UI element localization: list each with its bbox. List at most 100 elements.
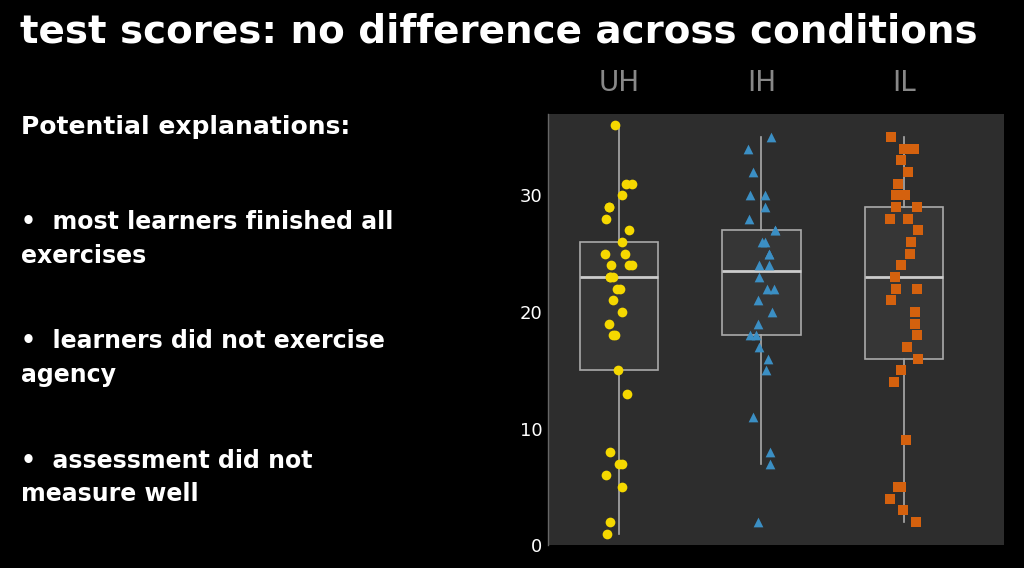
Point [761,249,777,258]
Point [890,179,906,188]
Point [617,179,634,188]
Point [760,354,776,363]
Point [744,412,761,421]
Point [750,319,766,328]
Text: •  learners did not exercise
agency: • learners did not exercise agency [22,329,385,387]
Point [890,482,906,491]
Point [762,448,778,457]
Point [749,331,765,340]
Point [882,214,898,223]
Point [905,144,922,153]
Point [605,273,622,282]
Point [906,307,923,316]
Text: •  most learners finished all
exercises: • most learners finished all exercises [22,210,393,268]
Point [750,296,766,305]
Point [602,273,618,282]
Point [907,517,924,527]
Point [883,132,899,141]
Point [902,237,919,247]
Point [613,237,630,247]
Point [611,284,628,293]
Point [613,191,630,200]
Point [601,202,617,211]
Point [762,459,778,468]
Point [598,529,614,538]
Point [614,482,631,491]
Point [751,273,767,282]
Point [616,249,633,258]
Point [757,237,773,247]
Point [766,225,782,235]
Point [893,261,909,270]
Point [906,319,923,328]
Point [761,261,777,270]
Point [887,273,903,282]
Point [888,191,904,200]
Point [882,494,898,503]
Point [895,506,911,515]
Point [757,202,773,211]
Point [614,307,631,316]
Point [602,448,618,457]
Point [601,202,617,211]
Point [893,366,909,375]
Point [908,202,925,211]
Point [892,482,908,491]
Point [611,459,628,468]
Text: IH: IH [746,69,776,97]
Point [899,168,915,177]
Point [763,132,779,141]
Point [625,261,641,270]
Point [745,168,762,177]
Point [883,296,899,305]
Point [607,121,624,130]
Point [759,284,775,293]
Point [909,331,926,340]
Point [597,249,613,258]
Point [900,214,916,223]
Point [601,319,617,328]
Point [624,179,640,188]
Point [603,261,620,270]
PathPatch shape [722,230,801,335]
Point [739,144,756,153]
Point [601,517,617,527]
Point [765,284,781,293]
Point [909,225,926,235]
Point [886,377,902,386]
Point [621,261,637,270]
Text: •  assessment did not
measure well: • assessment did not measure well [22,449,312,506]
Text: test scores: no difference across conditions: test scores: no difference across condit… [20,13,978,51]
Point [609,366,626,375]
Point [618,389,635,398]
Point [609,284,626,293]
Point [754,237,770,247]
Point [893,156,909,165]
PathPatch shape [580,242,658,370]
Point [741,191,758,200]
Point [761,249,777,258]
Point [902,249,919,258]
Point [757,191,773,200]
Point [741,331,758,340]
Point [622,225,638,235]
Point [607,331,624,340]
Point [751,343,767,352]
Point [605,331,622,340]
Point [740,214,757,223]
Point [888,202,904,211]
Point [751,517,767,527]
Point [598,214,614,223]
Point [602,273,618,282]
PathPatch shape [864,207,943,358]
Point [758,366,774,375]
Point [767,225,783,235]
Text: IL: IL [892,69,915,97]
Text: Potential explanations:: Potential explanations: [22,115,350,139]
Point [751,261,767,270]
Point [613,459,630,468]
Point [897,191,913,200]
Point [888,284,904,293]
Point [909,284,926,293]
Point [764,307,780,316]
